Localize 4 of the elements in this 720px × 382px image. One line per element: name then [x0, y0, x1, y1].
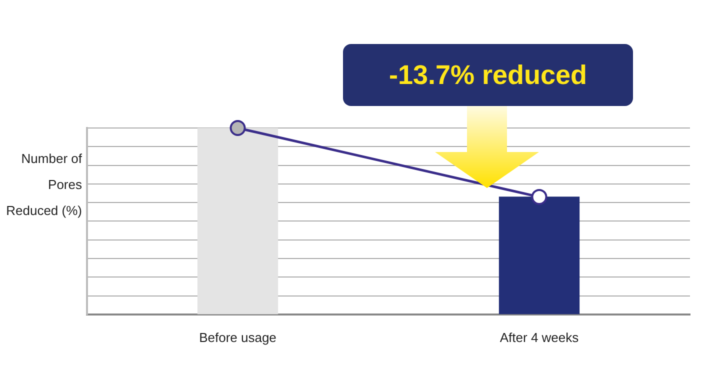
text: -13.7% reduced	[343, 44, 633, 106]
x-tick-label: After 4 weeks	[500, 330, 580, 345]
y-axis-title: Number of Pores Reduced (%)	[5, 150, 82, 220]
x-tick-label: Before usage	[199, 330, 276, 345]
